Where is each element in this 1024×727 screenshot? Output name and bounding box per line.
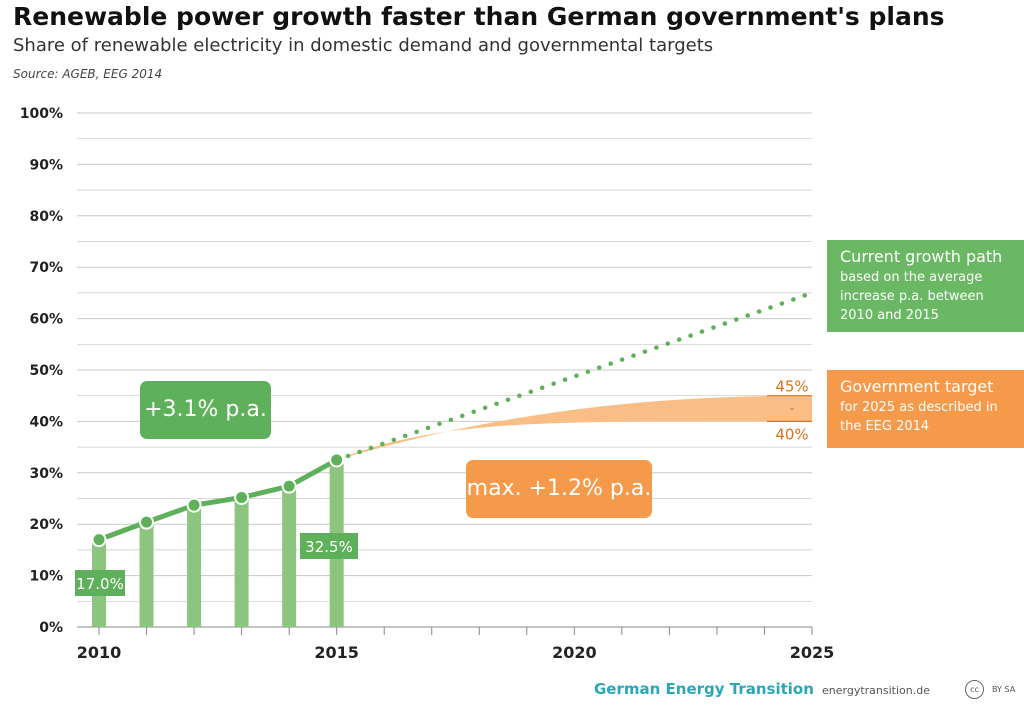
target-body: for 2025 as described in the EEG 2014	[840, 400, 998, 434]
y-tick-label: 20%	[29, 517, 63, 533]
target-upper-label: 45%	[775, 378, 808, 396]
y-tick-label: 60%	[29, 312, 63, 328]
data-point	[139, 514, 155, 530]
x-tick-label: 2010	[77, 643, 122, 662]
growth-path-body: based on the average increase p.a. betwe…	[840, 270, 984, 323]
y-tick-label: 90%	[29, 157, 63, 173]
chart-subtitle: Share of renewable electricity in domest…	[13, 35, 714, 56]
target-rate-badge: max. +1.2% p.a.	[466, 460, 652, 518]
y-tick-label: 100%	[20, 106, 63, 122]
y-tick-label: 80%	[29, 209, 63, 225]
y-tick-label: 70%	[29, 260, 63, 276]
share-line	[98, 457, 338, 542]
target-legend: Government target for 2025 as described …	[827, 370, 1024, 448]
x-tick-label: 2020	[552, 643, 597, 662]
brand-logo-text: German Energy Transition	[594, 680, 814, 698]
data-point	[234, 489, 250, 505]
data-point	[186, 497, 202, 513]
data-label: 32.5%	[305, 538, 353, 556]
source-note: Source: AGEB, EEG 2014	[13, 67, 163, 81]
data-point	[91, 532, 107, 548]
x-tick-label: 2025	[790, 643, 835, 662]
target-separator: -	[790, 402, 795, 417]
y-tick-label: 10%	[29, 569, 63, 585]
data-label-bg	[75, 570, 125, 596]
license-label: BY SA	[992, 685, 1016, 694]
footer-url: energytransition.de	[822, 684, 930, 697]
historic-rate-badge: +3.1% p.a.	[140, 381, 271, 439]
data-point	[281, 478, 297, 494]
data-label-bg	[300, 533, 358, 559]
growth-path-line	[334, 290, 815, 463]
growth-path-legend: Current growth path based on the average…	[827, 240, 1024, 332]
y-tick-label: 30%	[29, 466, 63, 482]
chart-title: Renewable power growth faster than Germa…	[13, 2, 945, 31]
target-heading: Government target	[840, 377, 994, 396]
bar	[282, 486, 297, 627]
data-point	[329, 452, 345, 468]
x-tick-label: 2015	[314, 643, 359, 662]
y-tick-label: 40%	[29, 414, 63, 430]
bar	[187, 505, 202, 627]
growth-path-heading: Current growth path	[840, 247, 1003, 266]
y-tick-label: 0%	[39, 620, 63, 636]
target-lower-label: 40%	[775, 425, 808, 443]
cc-icon: cc	[965, 680, 984, 699]
bar	[139, 522, 154, 627]
data-label: 17.0%	[76, 575, 124, 593]
y-tick-label: 50%	[29, 363, 63, 379]
bar	[234, 497, 249, 627]
target-band	[336, 395, 812, 460]
